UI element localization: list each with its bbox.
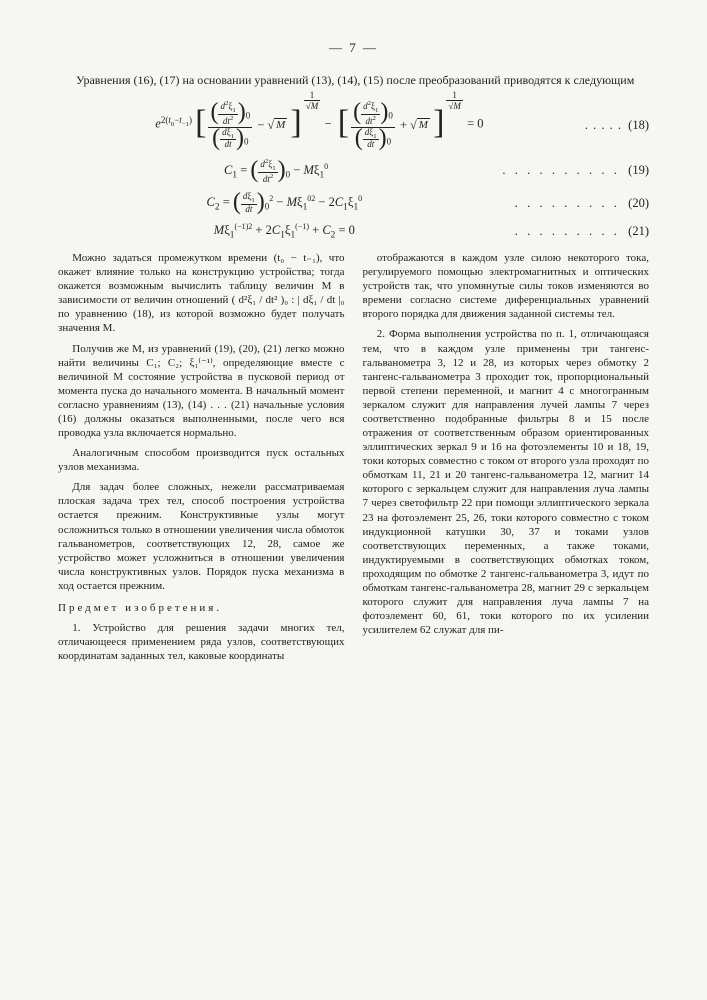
equation-21: Mξ1(−1)2 + 2C1ξ1(−1) + C2 = 0 . . . . . …	[58, 222, 649, 241]
right-p1: отображаются в каждом узле силою некотор…	[363, 251, 650, 321]
equation-18: e2(t0−t−1) d2ξ1dt20 dξ1dt0 − M 1√M − d2ξ…	[58, 100, 649, 150]
right-column: отображаются в каждом узле силою некотор…	[363, 251, 650, 669]
left-column: Можно задаться промежутком времени (t₀ −…	[58, 251, 345, 669]
equation-18-dots: . . . . .	[581, 118, 626, 133]
body-columns: Можно задаться промежутком времени (t₀ −…	[58, 251, 649, 669]
intro-paragraph: Уравнения (16), (17) на основании уравне…	[58, 72, 649, 88]
left-p3: Аналогичным способом производится пуск о…	[58, 446, 345, 474]
equation-20-number: (20)	[626, 196, 649, 211]
page-number: — 7 —	[58, 40, 649, 56]
left-p1: Можно задаться промежутком времени (t₀ −…	[58, 251, 345, 335]
equation-21-number: (21)	[626, 224, 649, 239]
left-p4: Для задач более сложных, нежели рассматр…	[58, 480, 345, 593]
equation-20: C2 = dξ1dt02 − Mξ102 − 2C1ξ10 . . . . . …	[58, 192, 649, 214]
equation-19-dots: . . . . . . . . . .	[494, 163, 626, 178]
equation-19: C1 = d2ξ1dt20 − Mξ10 . . . . . . . . . .…	[58, 158, 649, 184]
equation-18-number: (18)	[626, 118, 649, 133]
equation-20-dots: . . . . . . . . .	[511, 196, 627, 211]
claims-heading: Предмет изобретения.	[58, 601, 345, 615]
equation-19-number: (19)	[626, 163, 649, 178]
right-p2: 2. Форма выполнения устройства по п. 1, …	[363, 327, 650, 637]
equation-18-body: e2(t0−t−1) d2ξ1dt20 dξ1dt0 − M 1√M − d2ξ…	[58, 100, 581, 150]
equation-19-body: C1 = d2ξ1dt20 − Mξ10	[58, 158, 494, 184]
left-p2: Получив же M, из уравнений (19), (20), (…	[58, 342, 345, 441]
equation-21-body: Mξ1(−1)2 + 2C1ξ1(−1) + C2 = 0	[58, 222, 511, 241]
page: — 7 — Уравнения (16), (17) на основании …	[0, 0, 707, 1000]
equation-21-dots: . . . . . . . . .	[511, 224, 627, 239]
equation-20-body: C2 = dξ1dt02 − Mξ102 − 2C1ξ10	[58, 192, 511, 214]
left-p5: 1. Устройство для решения задачи многих …	[58, 621, 345, 663]
